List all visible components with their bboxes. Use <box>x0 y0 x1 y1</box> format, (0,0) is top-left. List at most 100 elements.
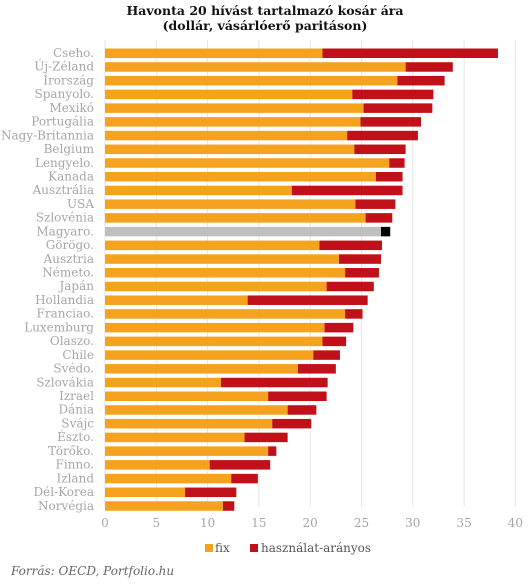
bar-fix <box>105 418 273 429</box>
category-label: Chile <box>62 348 94 362</box>
category-label: Norvégia <box>38 499 94 513</box>
x-tick-label: 10 <box>200 516 215 530</box>
bar-hasznalat-aranyos <box>222 501 235 511</box>
bar-fix <box>105 226 381 237</box>
category-label: Ausztrália <box>32 183 94 197</box>
bar-hasznalat-aranyos <box>326 281 374 292</box>
bar-fix <box>105 336 323 347</box>
category-label: Belgium <box>44 142 95 156</box>
bar-fix <box>105 158 390 168</box>
bar-hasznalat-aranyos <box>231 473 258 484</box>
bar-fix <box>105 432 245 443</box>
category-label: Dánia <box>59 403 95 417</box>
bar-hasznalat-aranyos <box>360 117 422 127</box>
bar-fix <box>105 75 398 86</box>
bar-hasznalat-aranyos <box>247 295 368 305</box>
bar-hasznalat-aranyos <box>220 377 328 388</box>
bar-fix <box>105 240 320 251</box>
bar-hasznalat-aranyos <box>291 185 403 196</box>
bar-fix <box>105 322 325 333</box>
bar-fix <box>105 446 269 456</box>
bar-hasznalat-aranyos <box>244 432 288 443</box>
x-tick-label: 5 <box>152 516 160 530</box>
bar-fix <box>105 117 361 127</box>
category-label: Izrael <box>59 389 94 403</box>
legend-swatch-hasznalat-aranyos <box>250 544 258 552</box>
legend-label-hasznalat-aranyos: használat-arányos <box>261 541 371 555</box>
category-label: Dél-Korea <box>34 485 94 499</box>
category-label: Ausztria <box>43 252 94 266</box>
bar-fix <box>105 364 298 374</box>
x-tick-label: 0 <box>101 516 109 530</box>
legend: fix használat-arányos <box>205 541 371 555</box>
bar-fix <box>105 295 248 305</box>
category-label: Finno. <box>56 458 94 472</box>
category-label: Görögo. <box>46 238 94 252</box>
category-label: Cseho. <box>53 46 94 60</box>
bar-hasznalat-aranyos <box>268 446 277 456</box>
bar-fix <box>105 309 346 319</box>
category-label: Észto. <box>57 429 94 444</box>
bar-fix <box>105 350 314 360</box>
category-label: Olaszo. <box>50 334 94 348</box>
bar-hasznalat-aranyos <box>365 213 393 223</box>
category-label: Kanada <box>48 169 94 183</box>
bar-fix <box>105 405 288 415</box>
source-note: Forrás: OECD, Portfolio.hu <box>11 564 175 578</box>
bar-hasznalat-aranyos <box>345 309 363 319</box>
bar-hasznalat-aranyos <box>355 199 396 209</box>
bar-fix <box>105 185 292 196</box>
category-label: Szlovákia <box>36 375 94 389</box>
category-label: Hollandia <box>35 293 94 307</box>
bars <box>105 48 498 511</box>
bar-hasznalat-aranyos <box>209 460 271 470</box>
category-label: Portugália <box>31 115 94 129</box>
legend-label-fix: fix <box>215 541 230 555</box>
chart-title: Havonta 20 hívást tartalmazó kosár ára <box>127 3 404 18</box>
bar-hasznalat-aranyos <box>287 405 317 415</box>
x-tick-label: 25 <box>354 516 369 530</box>
category-label: Japán <box>57 279 94 293</box>
category-label: Izland <box>57 471 95 485</box>
category-label: Luxemburg <box>24 320 94 334</box>
bar-hasznalat-aranyos <box>375 171 403 182</box>
bar-fix <box>105 460 210 470</box>
bar-fix <box>105 473 232 484</box>
bar-hasznalat-aranyos <box>338 254 381 264</box>
bar-fix <box>105 501 223 511</box>
bar-hasznalat-aranyos <box>347 130 418 141</box>
x-tick-label: 35 <box>456 516 471 530</box>
bar-hasznalat-aranyos <box>324 322 354 333</box>
x-tick-label: 15 <box>251 516 266 530</box>
bar-fix <box>105 144 355 155</box>
x-tick-label: 40 <box>508 516 523 530</box>
bar-hasznalat-aranyos <box>352 89 434 100</box>
bar-hasznalat-aranyos <box>272 418 312 429</box>
bar-hasznalat-aranyos <box>185 487 237 498</box>
bar-hasznalat-aranyos <box>405 62 453 72</box>
bar-hasznalat-aranyos <box>397 75 445 86</box>
bar-fix <box>105 103 364 113</box>
category-label: Mexikó <box>50 101 95 115</box>
x-tick-label: 30 <box>405 516 420 530</box>
bar-fix <box>105 377 221 388</box>
bar-hasznalat-aranyos <box>380 226 391 237</box>
bar-fix <box>105 281 327 292</box>
bar-hasznalat-aranyos <box>268 391 327 401</box>
category-label: USA <box>67 197 94 211</box>
bar-fix <box>105 254 339 264</box>
bar-hasznalat-aranyos <box>363 103 433 113</box>
legend-swatch-fix <box>205 544 213 552</box>
category-label: Nagy-Britannia <box>1 128 94 142</box>
bar-fix <box>105 62 406 72</box>
category-labels: Cseho.Új-ZélandÍrországSpanyolo.MexikóPo… <box>1 46 95 513</box>
category-label: Németo. <box>42 266 94 280</box>
bar-hasznalat-aranyos <box>345 268 379 278</box>
category-label: Svájc <box>61 416 94 430</box>
bar-hasznalat-aranyos <box>313 350 340 360</box>
bar-hasznalat-aranyos <box>322 48 498 58</box>
category-label: Franciao. <box>37 307 95 321</box>
bar-hasznalat-aranyos <box>322 336 347 347</box>
x-tick-label: 20 <box>303 516 318 530</box>
bar-fix <box>105 391 269 401</box>
